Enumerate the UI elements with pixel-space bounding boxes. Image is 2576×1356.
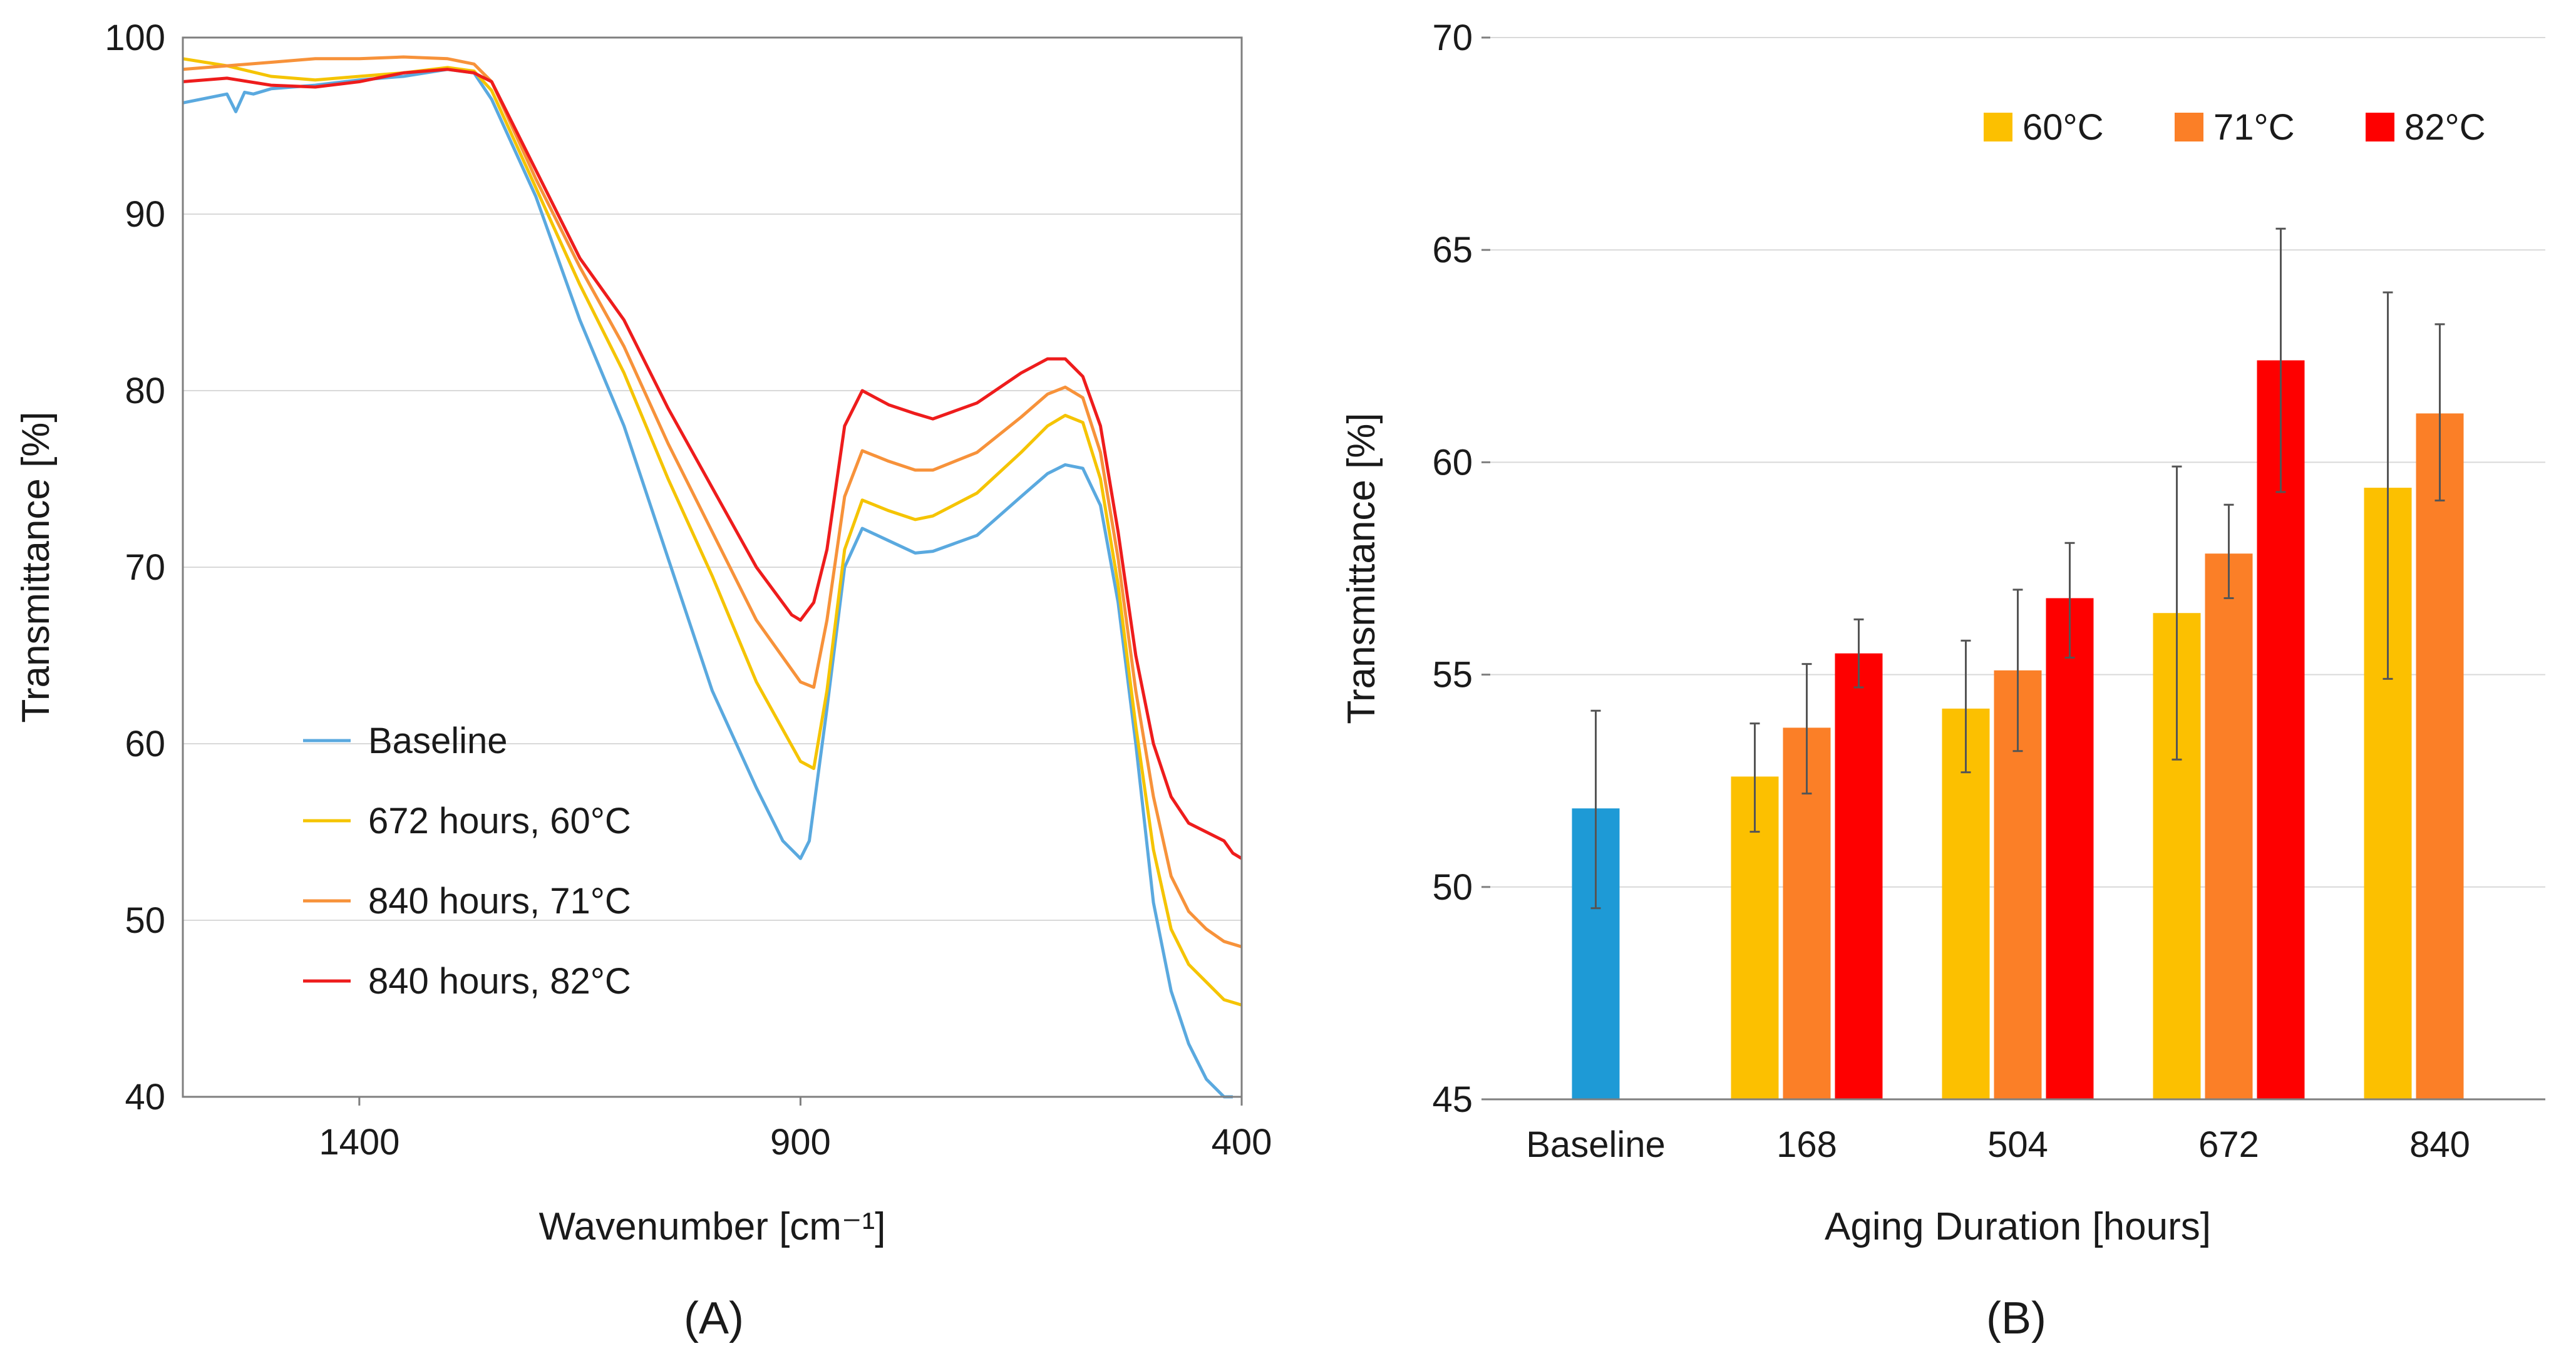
- bar-504-82-c: [2046, 598, 2094, 1099]
- panel-a-series-group: [182, 55, 1243, 1099]
- panel-b-y-tick: 60: [1432, 442, 1473, 483]
- panel-b-x-axis-title: Aging Duration [hours]: [1825, 1205, 2211, 1248]
- panel-b-legend: 60°C 71°C 82°C: [1984, 107, 2486, 148]
- panel-a-x-tick-labels: 1400 900 400: [319, 1097, 1272, 1163]
- panel-a-plot-frame: [182, 36, 1243, 1098]
- series-line-840-hours-71-c: [182, 55, 1242, 948]
- panel-a-y-tick: 60: [125, 724, 165, 764]
- panel-a-y-tick: 70: [125, 547, 165, 588]
- bar-672-71-c: [2205, 553, 2253, 1099]
- category-label-504: 504: [1987, 1124, 2048, 1165]
- category-label-baseline: Baseline: [1526, 1124, 1665, 1165]
- legend-label-672-hours-60-c: 672 hours, 60°C: [368, 801, 631, 841]
- legend-swatch-71-c: [2175, 113, 2203, 141]
- panel-b-y-tick: 65: [1432, 230, 1473, 270]
- panel-a-y-tick: 50: [125, 900, 165, 941]
- legend-label-60-c: 60°C: [2022, 107, 2104, 148]
- panel-a-y-axis-title: Transmittance [%]: [14, 411, 58, 722]
- legend-label-840-hours-71-c: 840 hours, 71°C: [368, 881, 631, 922]
- panel-b-y-tick: 50: [1432, 867, 1473, 908]
- panel-a-y-tick: 40: [125, 1077, 165, 1117]
- panel-b-category-labels: Baseline 168 504 672 840: [1526, 1124, 2470, 1165]
- category-label-672: 672: [2198, 1124, 2259, 1165]
- panel-b-y-axis-title: Transmittance [%]: [1340, 413, 1383, 724]
- legend-swatch-60-c: [1984, 113, 2012, 141]
- bar-504-60-c: [1942, 708, 1990, 1099]
- panel-a-label: (A): [684, 1293, 744, 1343]
- panel-a-y-tick-labels: 40 50 60 70 80 90 100: [105, 18, 165, 1117]
- panel-a-x-tick: 400: [1212, 1122, 1272, 1163]
- panel-b-y-tick: 55: [1432, 655, 1473, 696]
- series-line-672-hours-60-c: [182, 57, 1242, 1007]
- bar-840-71-c: [2416, 413, 2464, 1099]
- panel-a-y-tick: 100: [105, 18, 165, 58]
- panel-b-y-tick-labels: 45 50 55 60 65 70: [1432, 18, 1490, 1120]
- panel-b-bar-chart: 45 50 55 60 65 70 Baseline 168 504 672 840 Transm…: [1340, 18, 2545, 1343]
- series-line-baseline: [182, 68, 1233, 1099]
- panel-b-y-tick: 70: [1432, 18, 1473, 58]
- panel-b-y-tick: 45: [1432, 1079, 1473, 1120]
- panel-b-label: (B): [1986, 1293, 2046, 1343]
- legend-label-82-c: 82°C: [2404, 107, 2486, 148]
- series-line-840-hours-82-c: [182, 68, 1243, 860]
- panel-a-x-tick: 1400: [319, 1122, 399, 1163]
- category-label-168: 168: [1776, 1124, 1837, 1165]
- panel-a-y-tick: 80: [125, 371, 165, 411]
- panel-a-x-axis-title: Wavenumber [cm⁻¹]: [538, 1205, 885, 1248]
- panel-a-y-tick: 90: [125, 194, 165, 235]
- panel-b-error-bars-group: [1590, 227, 2445, 910]
- panel-a-x-tick: 900: [770, 1122, 831, 1163]
- legend-label-840-hours-82-c: 840 hours, 82°C: [368, 961, 631, 1002]
- legend-label-71-c: 71°C: [2213, 107, 2295, 148]
- bar-168-82-c: [1835, 653, 1883, 1099]
- panel-a-line-chart: 40 50 60 70 80 90 100 1400 900 400 Transmittance…: [14, 18, 1272, 1343]
- category-label-840: 840: [2409, 1124, 2470, 1165]
- panel-a-legend: Baseline 672 hours, 60°C 840 hours, 71°C 84…: [303, 721, 631, 1002]
- legend-label-baseline: Baseline: [368, 721, 507, 761]
- legend-swatch-82-c: [2366, 113, 2394, 141]
